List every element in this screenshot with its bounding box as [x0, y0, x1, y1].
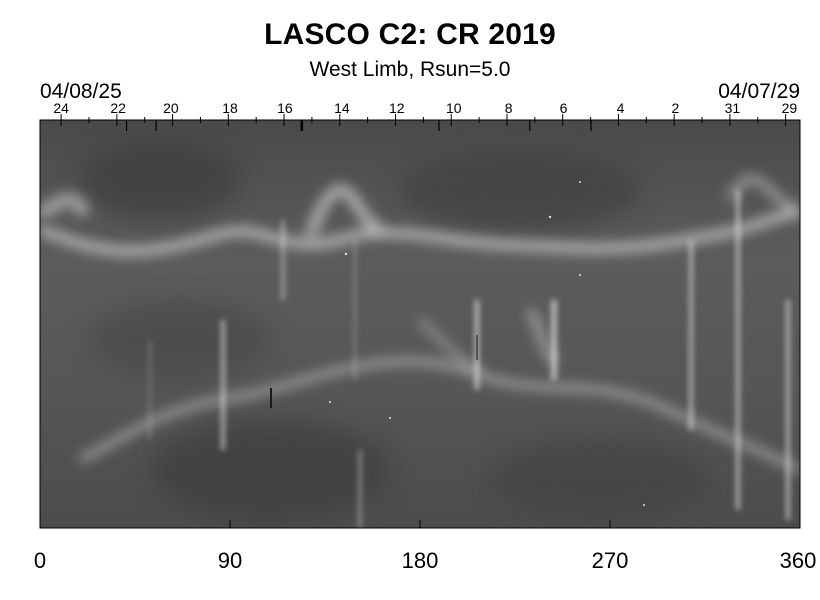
day-label-20: 20	[163, 100, 179, 116]
day-label-24: 24	[53, 100, 69, 116]
day-label-6: 6	[559, 100, 568, 116]
day-label-4: 4	[616, 100, 625, 116]
day-label-29: 29	[781, 100, 798, 116]
top-day-axis: 24 22 20 18 16 14 12 10 8 6 4 2 31 29	[0, 100, 820, 122]
day-label-12: 12	[388, 100, 405, 116]
x-tick-label-180: 180	[401, 548, 439, 573]
page-subtitle: West Limb, Rsun=5.0	[309, 58, 511, 81]
day-label-8: 8	[504, 100, 513, 116]
x-tick-label-270: 270	[591, 548, 629, 573]
day-label-16: 16	[277, 100, 293, 116]
streamer-brightness-map	[40, 120, 800, 528]
top-tick-marks	[60, 114, 787, 131]
day-label-14: 14	[334, 100, 350, 116]
x-tick-label-360: 360	[779, 548, 817, 573]
day-label-22: 22	[110, 100, 126, 116]
bottom-tick-marks	[39, 520, 801, 528]
day-label-2: 2	[671, 100, 680, 116]
page-title: LASCO C2: CR 2019	[264, 18, 556, 51]
day-label-18: 18	[222, 100, 238, 116]
x-tick-label-0: 0	[33, 548, 47, 573]
x-tick-label-90: 90	[217, 548, 243, 573]
day-label-10: 10	[445, 100, 462, 116]
synoptic-map-image	[40, 120, 800, 528]
start-date-label: 04/08/25	[40, 80, 122, 103]
day-label-31: 31	[724, 100, 741, 116]
end-date-label: 04/07/29	[718, 80, 800, 103]
